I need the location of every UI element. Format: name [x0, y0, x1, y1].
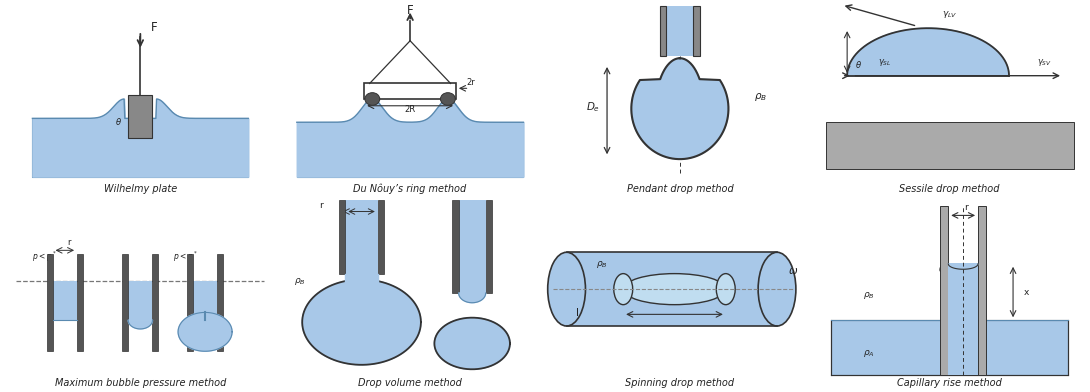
Text: Wilhelmy plate: Wilhelmy plate	[104, 184, 177, 194]
Text: $D_e$: $D_e$	[586, 101, 601, 114]
Polygon shape	[847, 28, 1009, 76]
Bar	[941, 206, 948, 374]
Ellipse shape	[365, 93, 379, 105]
Bar	[659, 6, 666, 56]
Ellipse shape	[759, 252, 796, 326]
Text: Du Nôuy’s ring method: Du Nôuy’s ring method	[353, 183, 467, 194]
Bar	[296, 122, 523, 176]
Text: Pendant drop method: Pendant drop method	[627, 184, 734, 194]
Bar	[122, 254, 129, 351]
Text: 2r: 2r	[699, 294, 707, 303]
Bar	[52, 281, 77, 320]
Bar	[378, 200, 385, 274]
Ellipse shape	[547, 252, 585, 326]
Bar	[948, 264, 978, 374]
Ellipse shape	[614, 274, 632, 305]
Text: Maximum bubble pressure method: Maximum bubble pressure method	[54, 378, 226, 388]
Text: F: F	[150, 21, 157, 34]
Text: Drop volume method: Drop volume method	[359, 378, 462, 388]
Text: $\theta$: $\theta$	[856, 59, 862, 70]
Bar	[666, 6, 693, 56]
Text: x: x	[1024, 288, 1029, 297]
Bar	[187, 254, 193, 351]
Polygon shape	[631, 58, 728, 159]
Bar	[364, 83, 456, 99]
Bar	[77, 254, 83, 351]
Bar	[567, 252, 777, 326]
Text: $\gamma_{LV}$: $\gamma_{LV}$	[942, 9, 957, 20]
Bar	[339, 200, 346, 274]
Polygon shape	[948, 264, 978, 269]
Text: $\gamma_{SL}$: $\gamma_{SL}$	[879, 57, 892, 68]
Bar	[193, 281, 217, 320]
Ellipse shape	[716, 274, 735, 305]
Text: $D_e$: $D_e$	[676, 110, 690, 124]
Text: l: l	[576, 308, 579, 318]
Text: r: r	[964, 203, 968, 212]
Bar	[129, 95, 153, 138]
Text: $\rho_B$: $\rho_B$	[293, 276, 305, 287]
Text: $p<p^*$: $p<p^*$	[172, 250, 197, 264]
Bar	[486, 200, 493, 293]
Text: $\rho_B$: $\rho_B$	[754, 91, 767, 103]
Bar	[47, 254, 52, 351]
Text: $\theta$: $\theta$	[116, 116, 122, 127]
Text: $\rho_A$: $\rho_A$	[668, 284, 680, 295]
Ellipse shape	[440, 93, 456, 105]
Bar	[831, 320, 1068, 374]
Text: $\omega$: $\omega$	[788, 266, 798, 276]
Bar	[452, 200, 459, 293]
Bar	[346, 200, 378, 274]
Text: $\rho_A$: $\rho_A$	[674, 107, 687, 118]
Bar	[129, 281, 153, 320]
Polygon shape	[459, 293, 486, 303]
Text: Sessile drop method: Sessile drop method	[899, 184, 1000, 194]
Polygon shape	[435, 318, 510, 369]
Text: $\rho_A$: $\rho_A$	[355, 316, 368, 328]
Text: r: r	[319, 201, 323, 210]
Bar	[217, 254, 223, 351]
Text: Capillary rise method: Capillary rise method	[897, 378, 1002, 388]
Ellipse shape	[623, 274, 726, 305]
Text: Spinning drop method: Spinning drop method	[626, 378, 735, 388]
Text: $\rho_A$: $\rho_A$	[863, 348, 874, 359]
Text: v: v	[469, 338, 475, 348]
Polygon shape	[178, 312, 232, 351]
Bar	[153, 254, 158, 351]
Text: r: r	[68, 238, 71, 247]
Text: $p<p^*$: $p<p^*$	[33, 250, 58, 264]
Text: $\rho_B$: $\rho_B$	[863, 290, 874, 301]
Bar	[978, 206, 986, 374]
Text: $\gamma_{SV}$: $\gamma_{SV}$	[1037, 57, 1052, 68]
Bar	[459, 200, 486, 293]
Text: $\rho_B$: $\rho_B$	[596, 259, 607, 270]
Bar	[693, 6, 700, 56]
Polygon shape	[129, 320, 153, 329]
Text: F: F	[407, 4, 413, 17]
Text: 2r: 2r	[467, 78, 475, 87]
Text: 2R: 2R	[404, 105, 415, 114]
Bar	[825, 122, 1074, 169]
Polygon shape	[302, 279, 421, 365]
Bar	[33, 118, 249, 176]
Text: $\theta$: $\theta$	[938, 263, 946, 274]
